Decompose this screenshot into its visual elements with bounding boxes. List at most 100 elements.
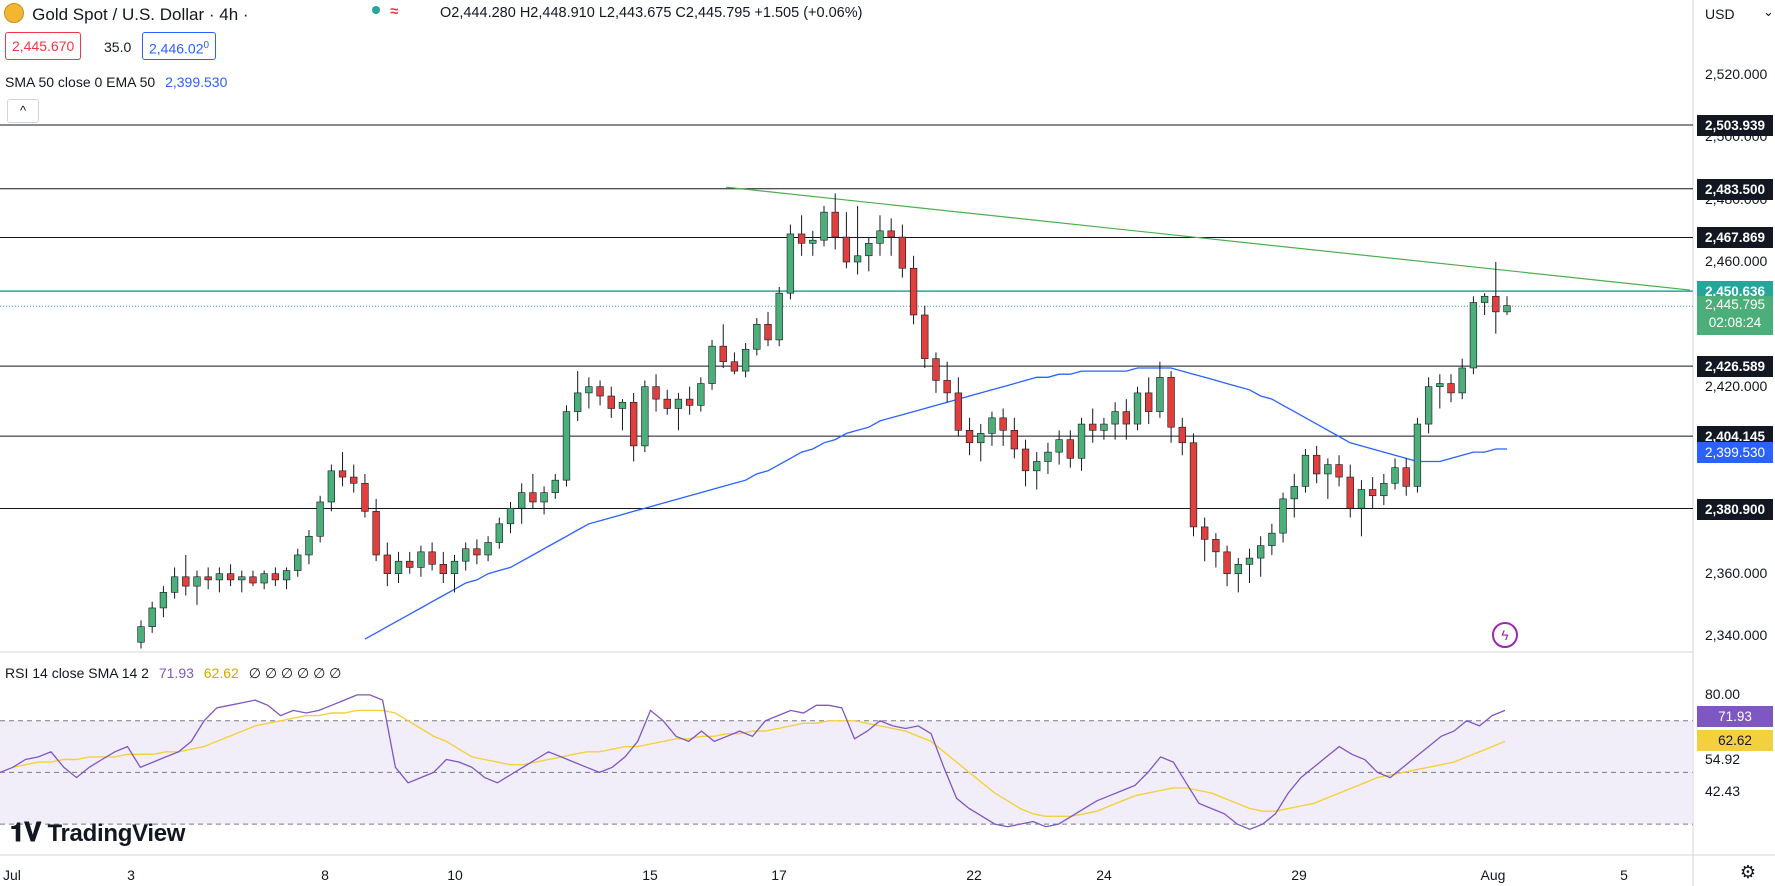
candle-body [876, 230, 884, 244]
candle-body [1010, 429, 1019, 450]
candle [741, 343, 750, 378]
candle-body [417, 551, 425, 568]
currency-chevron-icon[interactable]: ⌄ [1763, 4, 1774, 19]
candle [764, 311, 772, 347]
candle-body [1391, 467, 1399, 484]
candle-body [450, 560, 459, 574]
lightning-icon[interactable]: ϟ [1492, 622, 1518, 648]
candle-body [305, 535, 313, 556]
candle [719, 324, 727, 368]
status-icons[interactable]: ≈ [372, 3, 398, 20]
candle-body [338, 470, 347, 478]
candle [204, 567, 212, 590]
candle [1335, 455, 1343, 487]
candle [1100, 417, 1108, 440]
candle [1212, 533, 1220, 568]
symbol-title: Gold Spot / U.S. Dollar · 4h · [32, 5, 249, 24]
current-price-label [1697, 296, 1773, 336]
candle [775, 286, 783, 347]
rsi-axis-tick: 80.00 [1705, 685, 1741, 702]
candle-body [585, 386, 593, 394]
candle-body [1189, 442, 1198, 528]
candle [1391, 458, 1399, 490]
candle-body [1368, 489, 1377, 497]
candle-body [193, 576, 201, 587]
symbol-header[interactable]: Gold Spot / U.S. Dollar · 4h · [4, 3, 249, 25]
candle [1111, 402, 1119, 440]
candle [965, 417, 974, 456]
horizontal-level-label: 2,380.900 [1697, 498, 1773, 520]
tradingview-logo-text: TradingView [47, 820, 186, 847]
rsi-value-label: 71.93 [1697, 705, 1773, 727]
candle [1413, 417, 1422, 493]
candle [1055, 430, 1063, 465]
currency-selector[interactable]: USD [1705, 6, 1735, 22]
tradingview-mark-icon: 𝟏𝐕 [10, 817, 42, 847]
rsi-axis-tick: 42.43 [1705, 782, 1741, 799]
horizontal-level-label: 2,503.939 [1697, 115, 1773, 137]
data-delay-icon[interactable]: ≈ [390, 3, 399, 20]
candle-body [921, 314, 929, 359]
indicator-legend[interactable]: SMA 50 close 0 EMA 50 2,399.530 [5, 74, 227, 90]
time-axis-tick: 3 [127, 867, 135, 883]
horizontal-level-label: 2,483.500 [1697, 178, 1773, 200]
candle-body [1480, 295, 1489, 303]
candle [484, 536, 492, 562]
rsi-sma-value: 62.62 [203, 665, 239, 681]
candle [641, 380, 649, 453]
tradingview-logo[interactable]: 𝟏𝐕 TradingView [10, 817, 185, 849]
candle [1492, 262, 1500, 334]
candle [361, 473, 369, 518]
settings-gear-icon[interactable]: ⚙ [1739, 862, 1757, 882]
candle-body [361, 482, 369, 512]
candle [697, 377, 705, 412]
candle [551, 473, 559, 499]
candle [439, 551, 447, 584]
candle [1503, 296, 1511, 315]
candle-body [685, 398, 694, 406]
candle [898, 224, 907, 278]
candle-body [1492, 295, 1500, 313]
candle [1122, 399, 1130, 440]
candle-body [170, 576, 179, 593]
buy-price-button[interactable]: 2,446.020 [142, 32, 217, 60]
candle-body [428, 551, 436, 565]
rsi-legend[interactable]: RSI 14 close SMA 14 2 71.93 62.62 ∅ ∅ ∅ … [5, 665, 341, 682]
candle-body [238, 576, 246, 581]
candle-body [1077, 423, 1086, 459]
candle-body [887, 230, 895, 238]
candle [238, 570, 246, 593]
candle [518, 483, 526, 524]
candle-body [1122, 411, 1130, 425]
candle-body [1133, 392, 1142, 425]
time-axis-tick: Aug [1480, 867, 1506, 883]
candle-body [1245, 557, 1254, 565]
candle [618, 399, 627, 431]
candle-body [1380, 482, 1388, 497]
candle-body [1301, 454, 1310, 487]
buy-price: 2,446.02 [149, 40, 204, 57]
rsi-value: 71.93 [158, 665, 194, 681]
candle-body [741, 348, 750, 372]
collapse-legend-button[interactable]: ^ [7, 99, 39, 123]
resistance-trendline[interactable] [725, 186, 1691, 291]
candle [193, 570, 201, 605]
candle [1324, 458, 1332, 499]
candle-body [1357, 489, 1366, 509]
candle [1223, 545, 1231, 587]
candle [786, 224, 795, 300]
candle [529, 473, 537, 509]
time-axis-tick: 8 [321, 867, 329, 883]
sell-price-button[interactable]: 2,445.670 [5, 32, 82, 60]
candle-body [260, 573, 268, 584]
time-axis-tick: 10 [447, 867, 463, 883]
candle [473, 539, 481, 565]
candle [1469, 296, 1478, 375]
candle [730, 352, 739, 375]
candle [685, 386, 694, 415]
candle-body [865, 243, 873, 257]
candle [585, 377, 593, 409]
candle-body [1021, 448, 1030, 472]
